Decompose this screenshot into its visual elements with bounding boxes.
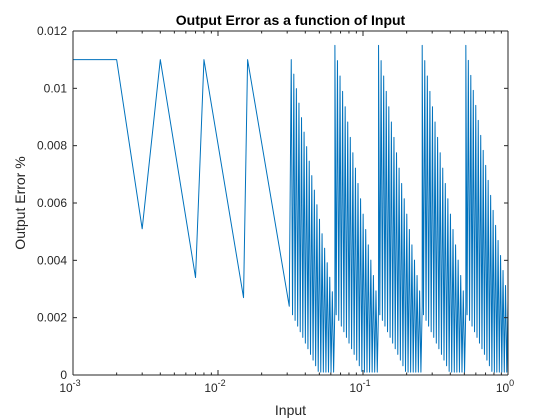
y-tick-label: 0 xyxy=(60,368,67,382)
y-tick-label: 0.006 xyxy=(37,196,67,210)
y-tick-label: 0.012 xyxy=(37,24,67,38)
x-axis-label: Input xyxy=(275,402,306,418)
y-tick-label: 0.002 xyxy=(37,311,67,325)
y-tick-label: 0.004 xyxy=(37,253,67,267)
series-layer xyxy=(73,44,509,373)
y-tick-label: 0.01 xyxy=(44,81,68,95)
series-line xyxy=(73,44,509,373)
x-tick-label: 10-3 xyxy=(59,378,80,395)
y-axis-label: Output Error % xyxy=(12,156,28,249)
ticks-layer: 0 0.002 0.004 0.006 0.008 0.01 0.012 10-3 10-2 10… xyxy=(37,24,514,395)
y-tick-label: 0.008 xyxy=(37,139,67,153)
x-tick-label: 100 xyxy=(496,378,514,395)
x-tick-label: 10-1 xyxy=(349,378,370,395)
chart-title: Output Error as a function of Input xyxy=(176,12,406,28)
x-tick-label: 10-2 xyxy=(204,378,225,395)
